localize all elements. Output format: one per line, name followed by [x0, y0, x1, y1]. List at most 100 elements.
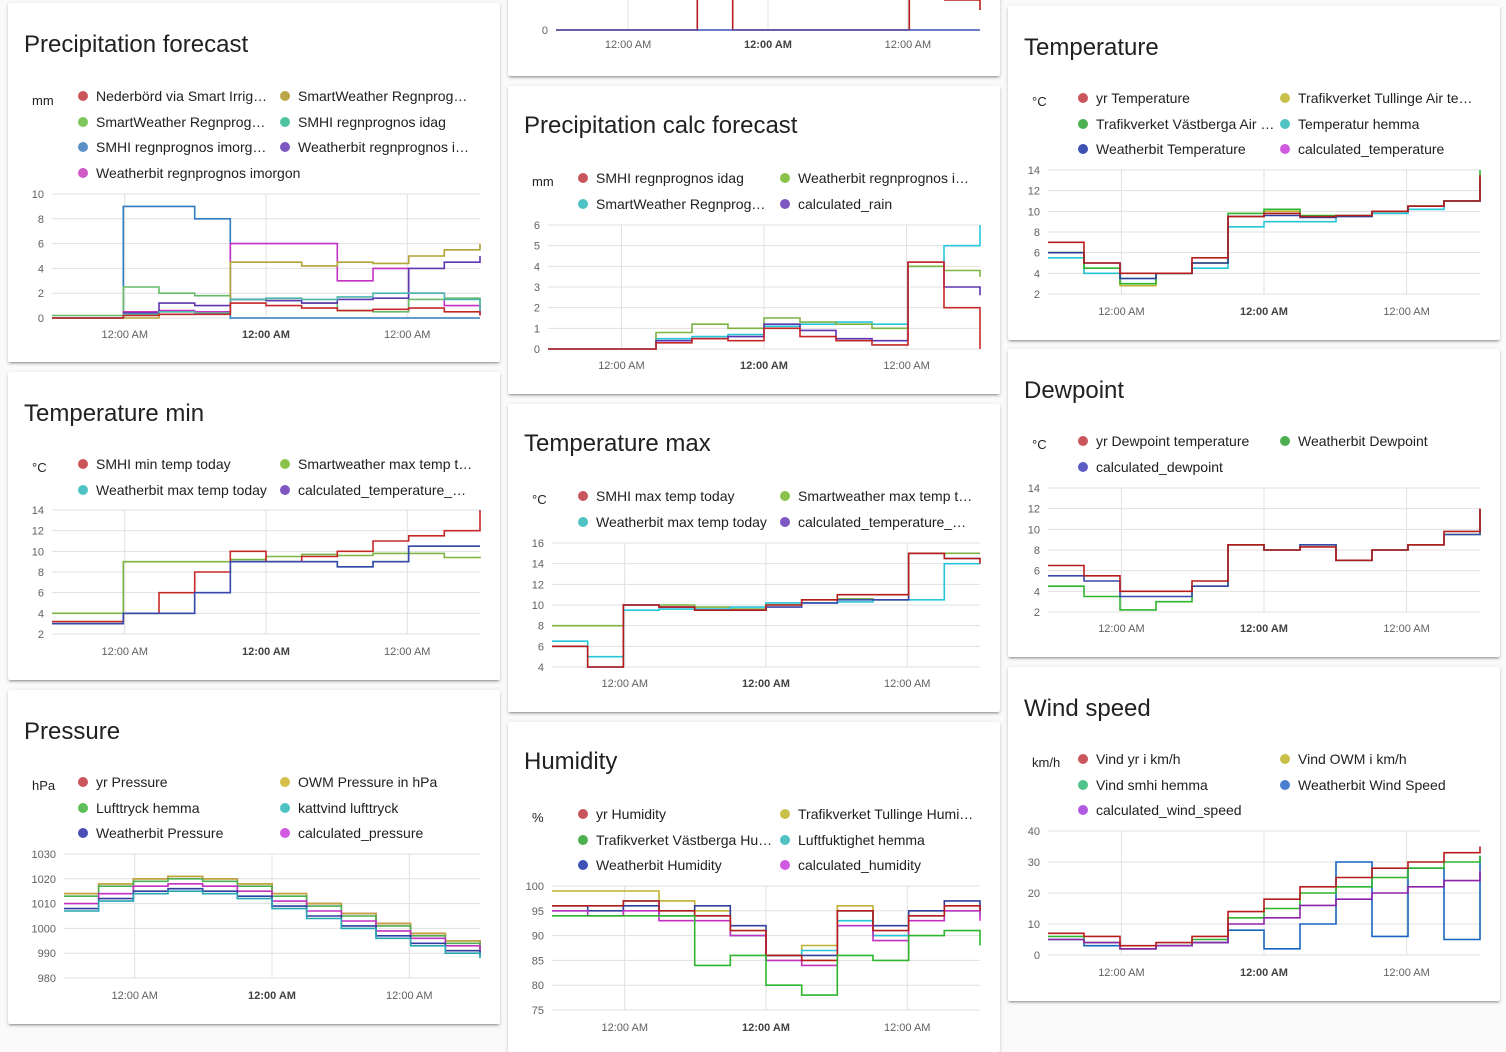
series-line-smhi-regnprognos-idag[interactable]	[52, 292, 481, 319]
legend-item-weatherbit-regnprognos-i[interactable]: Weatherbit regnprognos i…	[280, 139, 469, 155]
legend-item-smartweather-regnprog[interactable]: SmartWeather Regnprog…	[578, 196, 765, 212]
legend-item-calculated-pressure[interactable]: calculated_pressure	[280, 825, 423, 841]
legend-item-vind-smhi-hemma[interactable]: Vind smhi hemma	[1078, 777, 1208, 793]
legend-item-smhi-min-temp-today[interactable]: SMHI min temp today	[78, 456, 231, 472]
series-line-vind-yr-i-km-h[interactable]	[1048, 846, 1481, 947]
legend-item-weatherbit-temperature[interactable]: Weatherbit Temperature	[1078, 141, 1246, 157]
card-title: Temperature max	[524, 430, 711, 457]
series-line-yr-humidity[interactable]	[552, 900, 981, 962]
y-tick-label: 8	[38, 214, 44, 226]
legend-item-weatherbit-dewpoint[interactable]: Weatherbit Dewpoint	[1280, 433, 1428, 449]
series-line-smhi-regnprognos-idag[interactable]	[548, 261, 981, 350]
legend-item-smhi-regnprognos-imorg[interactable]: SMHI regnprognos imorg…	[78, 139, 266, 155]
series-line-weatherbit-regnprognos-i[interactable]	[52, 256, 481, 319]
legend-item-trafikverket-v-stberga-air[interactable]: Trafikverket Västberga Air …	[1078, 116, 1274, 132]
legend-item-calculated-wind-speed[interactable]: calculated_wind_speed	[1078, 802, 1242, 818]
legend-label: yr Temperature	[1096, 90, 1190, 106]
legend-swatch-icon	[1280, 93, 1290, 103]
legend-item-weatherbit-regnprognos-imorgon[interactable]: Weatherbit regnprognos imorgon	[78, 165, 300, 181]
y-tick-label: 0	[38, 313, 44, 325]
legend-item-vind-owm-i-km-h[interactable]: Vind OWM i km/h	[1280, 751, 1407, 767]
legend-item-smhi-regnprognos-idag[interactable]: SMHI regnprognos idag	[578, 170, 744, 186]
legend-label: yr Pressure	[96, 774, 168, 790]
chart-svg[interactable]: 16 14 12 10 8 6 4 12:00 AM 12:00 AM 12:00 AM	[508, 404, 1000, 712]
legend-item-smartweather-regnprog[interactable]: SmartWeather Regnprog…	[280, 88, 467, 104]
legend-swatch-icon	[280, 828, 290, 838]
chart-svg[interactable]: 14 12 10 8 6 4 2 12:00 AM 12:00 AM 12:00 AM	[8, 372, 500, 680]
legend-swatch-icon	[280, 142, 290, 152]
legend-item-weatherbit-humidity[interactable]: Weatherbit Humidity	[578, 857, 722, 873]
legend-item-calculated-temperature[interactable]: calculated_temperature_…	[780, 514, 966, 530]
legend-item-luftfuktighet-hemma[interactable]: Luftfuktighet hemma	[780, 832, 925, 848]
y-tick-label: 100	[526, 881, 544, 893]
series-line-nederb-rd-via-smart-irrig[interactable]	[52, 302, 481, 319]
chart-svg[interactable]: 100 95 90 85 80 75 12:00 AM 12:00 AM 12:00 AM	[508, 722, 1000, 1052]
x-tick-label: 12:00 AM	[1383, 967, 1429, 979]
legend-item-smhi-max-temp-today[interactable]: SMHI max temp today	[578, 488, 735, 504]
legend-label: Weatherbit Pressure	[96, 825, 224, 841]
chart-svg[interactable]: 10 8 6 4 2 0 12:00 AM 12:00 AM 12:00 AM	[8, 3, 500, 362]
unit-label: °C	[1032, 94, 1047, 109]
y-tick-label: 12	[1028, 504, 1040, 516]
x-tick-label: 12:00 AM	[1098, 306, 1144, 318]
y-tick-label: 12	[532, 579, 544, 591]
chart-svg[interactable]: 14 12 10 8 6 4 2 12:00 AM 12:00 AM 12:00 AM	[1008, 6, 1500, 340]
legend-item-yr-dewpoint-temperature[interactable]: yr Dewpoint temperature	[1078, 433, 1249, 449]
legend-item-smartweather-max-temp-t[interactable]: Smartweather max temp t…	[280, 456, 472, 472]
legend-item-weatherbit-wind-speed[interactable]: Weatherbit Wind Speed	[1280, 777, 1446, 793]
legend-item-lufttryck-hemma[interactable]: Lufttryck hemma	[78, 800, 199, 816]
chart-svg[interactable]: 1030 1020 1010 1000 990 980 12:00 AM 12:00 AM 12…	[8, 690, 500, 1024]
y-tick-label: 80	[532, 980, 544, 992]
legend-item-calculated-temperature[interactable]: calculated_temperature_…	[280, 482, 466, 498]
legend-item-temperatur-hemma[interactable]: Temperatur hemma	[1280, 116, 1419, 132]
series-line-yr-dewpoint-temperature[interactable]	[1048, 508, 1481, 593]
unit-label: mm	[532, 174, 554, 189]
legend-item-calculated-temperature[interactable]: calculated_temperature	[1280, 141, 1444, 157]
x-tick-label: 12:00 AM	[1240, 967, 1288, 979]
legend-item-weatherbit-regnprognos-i[interactable]: Weatherbit regnprognos i…	[780, 170, 969, 186]
legend-item-weatherbit-max-temp-today[interactable]: Weatherbit max temp today	[578, 514, 767, 530]
legend-item-yr-pressure[interactable]: yr Pressure	[78, 774, 168, 790]
chart-svg[interactable]: 6 5 4 3 2 1 0 12:00 AM 12:00 AM 12:00 AM	[508, 86, 1000, 394]
legend-swatch-icon	[1078, 93, 1088, 103]
legend-swatch-icon	[280, 116, 290, 127]
series-line-smhi-max-temp-today[interactable]	[552, 552, 981, 668]
series-line-yr-temperature[interactable]	[1048, 175, 1481, 275]
legend-item-trafikverket-tullinge-air-te[interactable]: Trafikverket Tullinge Air te…	[1280, 90, 1473, 106]
legend-label: SMHI regnprognos idag	[596, 170, 744, 186]
chart-svg[interactable]: 14 12 10 8 6 4 2 12:00 AM 12:00 AM 12:00 AM	[1008, 349, 1500, 657]
y-tick-label: 1020	[32, 874, 56, 886]
legend-item-calculated-humidity[interactable]: calculated_humidity	[780, 857, 921, 873]
legend-item-weatherbit-pressure[interactable]: Weatherbit Pressure	[78, 825, 223, 841]
legend-item-smartweather-max-temp-t[interactable]: Smartweather max temp t…	[780, 488, 972, 504]
legend-item-trafikverket-v-stberga-hu[interactable]: Trafikverket Västberga Hu…	[578, 832, 772, 848]
legend-item-nederb-rd-via-smart-irrig[interactable]: Nederbörd via Smart Irrig…	[78, 88, 267, 104]
series-line-calculated-wind-speed[interactable]	[1048, 871, 1481, 950]
legend-item-kattvind-lufttryck[interactable]: kattvind lufttryck	[280, 800, 398, 816]
series-line-calculated-humidity[interactable]	[552, 910, 981, 967]
series-line-calculated-temperature[interactable]	[52, 545, 480, 625]
legend-item-smhi-regnprognos-idag[interactable]: SMHI regnprognos idag	[280, 114, 446, 130]
legend-item-calculated-rain[interactable]: calculated_rain	[780, 196, 892, 212]
legend-swatch-icon	[1280, 436, 1290, 446]
card-temperature-min: Temperature min °C SMHI min temp today Smar…	[8, 372, 500, 680]
legend-item-trafikverket-tullinge-humi[interactable]: Trafikverket Tullinge Humi…	[780, 806, 973, 822]
series-line-trafikverket-v-stberga-hu[interactable]	[552, 915, 981, 996]
legend-label: SmartWeather Regnprog…	[298, 88, 468, 104]
y-tick-label: 8	[1034, 545, 1040, 557]
legend-item-yr-temperature[interactable]: yr Temperature	[1078, 90, 1190, 106]
series-line-weatherbit-regnprognos-i[interactable]	[548, 265, 981, 350]
card-temperature-max: Temperature max °C SMHI max temp today Smar…	[508, 404, 1000, 712]
legend-item-owm-pressure-in-hpa[interactable]: OWM Pressure in hPa	[280, 774, 437, 790]
legend-item-yr-humidity[interactable]: yr Humidity	[578, 806, 666, 822]
legend-item-weatherbit-max-temp-today[interactable]: Weatherbit max temp today	[78, 482, 267, 498]
legend-item-smartweather-regnprog[interactable]: SmartWeather Regnprog…	[78, 114, 265, 130]
legend-label: Smartweather max temp t…	[798, 488, 973, 504]
y-tick-label: 0	[542, 25, 548, 37]
legend-item-calculated-dewpoint[interactable]: calculated_dewpoint	[1078, 459, 1223, 475]
chart-svg[interactable]: 40 30 20 10 0 12:00 AM 12:00 AM 12:00 AM	[1008, 667, 1500, 1001]
legend-item-vind-yr-i-km-h[interactable]: Vind yr i km/h	[1078, 751, 1181, 767]
x-tick-label: 12:00 AM	[1240, 623, 1288, 635]
series-line-kattvind-lufttryck[interactable]	[64, 890, 481, 959]
